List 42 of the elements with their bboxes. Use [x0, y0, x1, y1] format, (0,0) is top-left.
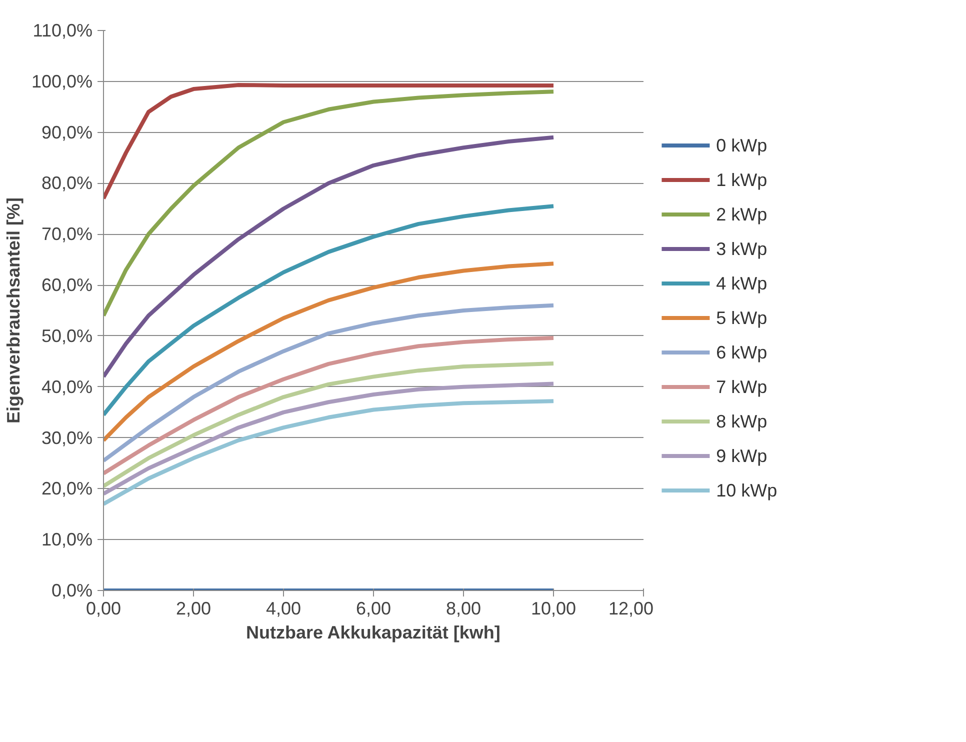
line-series — [104, 399, 556, 506]
legend-label: 5 kWp — [716, 308, 768, 328]
legend-label: 0 kWp — [716, 136, 768, 156]
y-tick-label: 10,0% — [41, 530, 93, 550]
y-tick-label: 80,0% — [41, 173, 93, 194]
line-series — [104, 382, 556, 496]
line-series — [104, 90, 556, 318]
y-tick-label: 40,0% — [41, 376, 93, 397]
y-tick-label: 60,0% — [41, 275, 93, 296]
legend-label: 9 kWp — [716, 446, 768, 466]
x-tick-label: 10,00 — [530, 598, 576, 618]
x-tick-label: 6,00 — [356, 598, 392, 618]
line-series — [104, 135, 556, 379]
line-series — [104, 303, 556, 463]
x-tick-label: 8,00 — [446, 598, 482, 618]
y-tick-label: 100,0% — [31, 71, 93, 92]
y-tick-label: 70,0% — [41, 224, 93, 244]
legend-label: 7 kWp — [716, 377, 768, 397]
y-axis-title: Eigenverbrauchsanteil [%] — [3, 197, 24, 424]
y-tick-label: 110,0% — [32, 20, 93, 40]
x-tick-label: 4,00 — [266, 598, 302, 618]
y-tick-label: 50,0% — [41, 326, 93, 346]
legend-label: 10 kWp — [716, 480, 778, 500]
x-tick-label: 12,00 — [608, 598, 654, 618]
y-tick-label: 20,0% — [41, 478, 93, 499]
legend-label: 8 kWp — [716, 412, 768, 432]
legend-label: 2 kWp — [716, 204, 768, 224]
x-tick-label: 0,00 — [86, 598, 122, 618]
line-series — [104, 361, 556, 488]
legend-label: 1 kWp — [716, 170, 768, 190]
legend-label: 4 kWp — [716, 274, 768, 294]
legend-label: 6 kWp — [716, 342, 768, 362]
y-tick-label: 30,0% — [41, 428, 93, 448]
line-series — [104, 336, 556, 476]
x-tick-label: 2,00 — [176, 598, 212, 618]
x-axis-title: Nutzbare Akkukapazität [kwh] — [246, 622, 500, 642]
line-series — [104, 204, 556, 417]
y-tick-label: 0,0% — [51, 580, 93, 600]
line-series — [104, 262, 556, 442]
line-series — [104, 82, 556, 200]
legend-label: 3 kWp — [716, 239, 768, 259]
y-tick-label: 90,0% — [41, 122, 93, 142]
